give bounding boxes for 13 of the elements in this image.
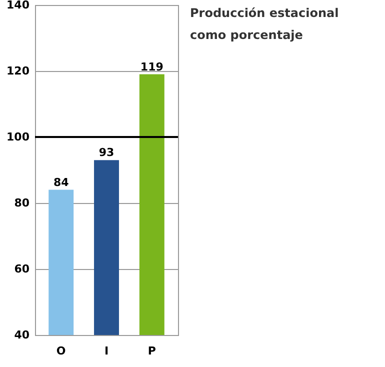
text: Producción estacional como porcentaje <box>190 6 339 42</box>
x-tick-label: I <box>104 344 109 358</box>
y-tick-label: 120 <box>6 64 30 78</box>
data-label: 84 <box>53 176 70 189</box>
data-label: 93 <box>98 146 114 160</box>
x-tick-label: P <box>148 344 156 358</box>
y-tick-label: 140 <box>6 0 30 12</box>
x-tick-label: O <box>56 344 66 358</box>
y-tick-label: 80 <box>14 196 30 210</box>
data-label: 119 <box>140 60 164 74</box>
y-tick-label: 40 <box>14 328 30 342</box>
y-tick-label: 60 <box>14 262 30 276</box>
y-tick-label: 100 <box>6 130 30 144</box>
